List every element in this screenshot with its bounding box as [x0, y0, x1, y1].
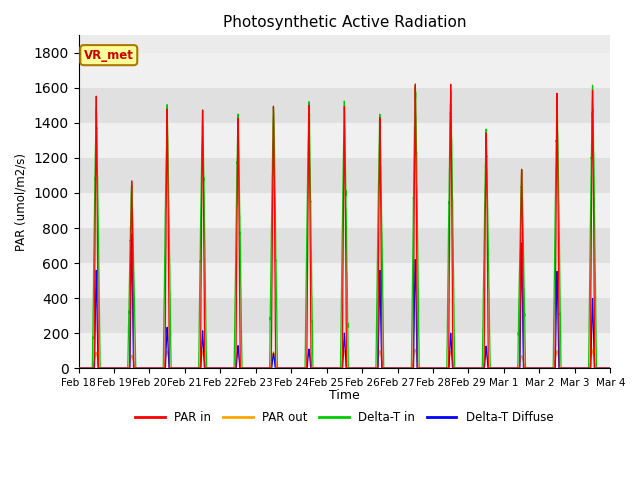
- PAR out: [434, 365, 442, 371]
- PAR in: [463, 365, 471, 371]
- PAR out: [324, 365, 332, 371]
- PAR out: [170, 365, 178, 371]
- PAR in: [324, 365, 332, 371]
- Delta-T in: [607, 365, 614, 371]
- Line: Delta-T in: Delta-T in: [79, 85, 611, 368]
- PAR in: [75, 365, 83, 371]
- Line: PAR in: PAR in: [79, 84, 611, 368]
- Delta-T Diffuse: [75, 365, 83, 371]
- Bar: [79, 158, 611, 193]
- Text: VR_met: VR_met: [84, 48, 134, 61]
- Delta-T in: [589, 82, 596, 88]
- Bar: [79, 333, 611, 368]
- Bar: [79, 88, 611, 123]
- PAR in: [412, 81, 419, 87]
- PAR out: [75, 365, 83, 371]
- Delta-T Diffuse: [324, 365, 332, 371]
- Delta-T in: [324, 365, 332, 371]
- Bar: [79, 228, 611, 263]
- Delta-T Diffuse: [606, 365, 614, 371]
- Bar: [79, 263, 611, 298]
- Line: PAR out: PAR out: [79, 349, 611, 368]
- Delta-T Diffuse: [463, 365, 471, 371]
- Delta-T Diffuse: [128, 231, 136, 237]
- Line: Delta-T Diffuse: Delta-T Diffuse: [79, 234, 611, 368]
- Delta-T Diffuse: [434, 365, 442, 371]
- Bar: [79, 298, 611, 333]
- PAR in: [494, 365, 502, 371]
- Delta-T in: [463, 365, 471, 371]
- Delta-T in: [75, 365, 83, 371]
- Y-axis label: PAR (umol/m2/s): PAR (umol/m2/s): [15, 153, 28, 251]
- Delta-T in: [493, 365, 501, 371]
- PAR in: [170, 365, 178, 371]
- Delta-T Diffuse: [607, 365, 614, 371]
- PAR out: [607, 365, 614, 371]
- Delta-T in: [170, 365, 178, 371]
- Delta-T Diffuse: [494, 365, 502, 371]
- PAR out: [463, 365, 471, 371]
- PAR out: [494, 365, 502, 371]
- PAR in: [607, 365, 614, 371]
- Delta-T Diffuse: [170, 365, 178, 371]
- Bar: [79, 193, 611, 228]
- Bar: [79, 53, 611, 88]
- X-axis label: Time: Time: [329, 389, 360, 402]
- Legend: PAR in, PAR out, Delta-T in, Delta-T Diffuse: PAR in, PAR out, Delta-T in, Delta-T Dif…: [131, 407, 558, 429]
- Delta-T in: [434, 365, 442, 371]
- Delta-T in: [606, 365, 614, 371]
- PAR out: [412, 346, 419, 352]
- PAR out: [606, 365, 614, 371]
- PAR in: [434, 365, 442, 371]
- Bar: [79, 123, 611, 158]
- PAR in: [606, 365, 614, 371]
- Title: Photosynthetic Active Radiation: Photosynthetic Active Radiation: [223, 15, 466, 30]
